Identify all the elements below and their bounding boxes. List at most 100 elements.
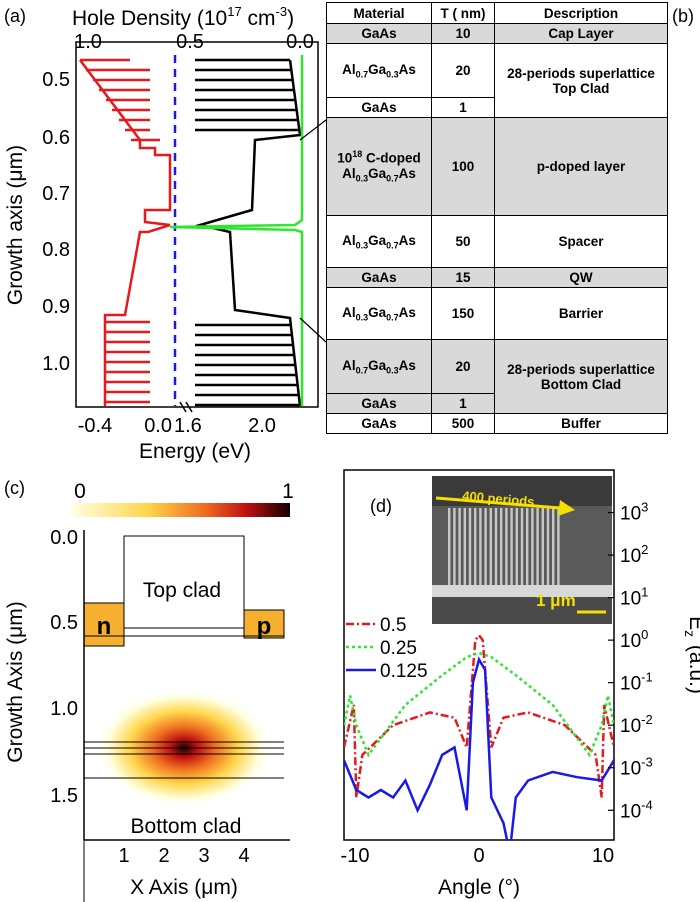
panel-d-xtick: 0	[473, 845, 484, 867]
sem-stripe	[464, 508, 466, 586]
top-clad-label: Top clad	[143, 579, 221, 602]
valence-band-lines	[80, 60, 170, 406]
sem-stripe	[469, 508, 471, 586]
panel-c-y-ticks: 0.0 0.5 1.0 1.5	[50, 527, 78, 807]
scale-bar-label: 1 μm	[536, 591, 576, 610]
sem-stripe	[552, 508, 554, 586]
panel-a-top-axis-label: Hole Density (1017 cm-3)	[72, 4, 294, 30]
panel-a-ytick: 1.0	[42, 353, 70, 375]
panel-c-ytick: 1.5	[50, 785, 78, 807]
panel-d-ytick: 10-1	[620, 670, 653, 695]
panel-d-xtick: 10	[592, 845, 614, 867]
panel-c-y-label: Growth Axis (μm)	[4, 601, 27, 762]
cell-thickness: 10	[432, 24, 495, 44]
colorbar-max-label: 1	[282, 480, 294, 503]
panel-c-ytick: 0.0	[50, 527, 78, 549]
legend-label: 0.25	[380, 638, 417, 659]
sem-stripe	[500, 508, 502, 586]
sem-stripe	[495, 508, 497, 586]
cell-thickness: 500	[432, 414, 495, 434]
panel-a-ytick: 0.7	[42, 183, 70, 205]
panel-d-ytick: 100	[620, 627, 648, 652]
panel-label-c: (c)	[4, 478, 25, 498]
sem-stripe	[557, 508, 559, 586]
panel-d-x-ticks: -10 0 10	[341, 845, 615, 867]
cell-description: Cap Layer	[495, 24, 668, 44]
cell-description: Barrier	[495, 288, 668, 340]
cell-thickness: 15	[432, 268, 495, 288]
connector-line	[300, 318, 326, 342]
panel-c-xtick: 1	[118, 845, 129, 867]
table-row: Al0.7Ga0.3As 20 28-periods superlattice …	[327, 44, 668, 98]
panel-d-ytick: 10-3	[620, 755, 653, 780]
panel-c-ytick: 0.5	[50, 612, 78, 634]
panel-c-ytick: 1.0	[50, 698, 78, 720]
sem-stripe	[521, 508, 523, 586]
panel-label-a: (a)	[4, 6, 26, 26]
header-description: Description	[495, 3, 668, 24]
colorbar-min-label: 0	[74, 480, 86, 503]
cell-material: 1018 C-dopedAl0.3Ga0.7As	[327, 118, 432, 216]
cell-thickness: 1	[432, 98, 495, 118]
panel-label-b: (b)	[672, 6, 694, 26]
sem-stripe	[516, 508, 518, 586]
cell-description: 28-periods superlattice Bottom Clad	[495, 340, 668, 414]
panel-a-x-label: Energy (eV)	[139, 440, 251, 463]
panel-a-xtick: 0.0	[144, 415, 172, 437]
panel-a-y-label: Growth axis (μm)	[4, 145, 27, 305]
panel-a-ytick: 0.6	[42, 127, 70, 149]
sem-stripe	[453, 508, 455, 586]
panel-d-ytick: 10-2	[620, 712, 653, 737]
panel-a-ytick: 0.5	[42, 69, 70, 91]
table-row: 1018 C-dopedAl0.3Ga0.7As 100 p-doped lay…	[327, 118, 668, 216]
panel-d-x-label: Angle (°)	[438, 876, 520, 899]
cell-material: Al0.7Ga0.3As	[327, 340, 432, 394]
sem-stripe	[474, 508, 476, 586]
cell-material: GaAs	[327, 268, 432, 288]
table-row: GaAs 15 QW	[327, 268, 668, 288]
table-row: GaAs 500 Buffer	[327, 414, 668, 434]
sem-bright-layer	[432, 585, 612, 597]
table-row: Al0.3Ga0.7As 150 Barrier	[327, 288, 668, 340]
cell-material: Al0.3Ga0.7As	[327, 216, 432, 268]
cell-description: QW	[495, 268, 668, 288]
cell-description: p-doped layer	[495, 118, 668, 216]
panel-d-ytick: 10-4	[620, 797, 653, 822]
panel-a-ytick: 0.8	[42, 239, 70, 261]
header-material: Material	[327, 3, 432, 24]
cell-material: GaAs	[327, 24, 432, 44]
sem-stripe	[458, 508, 460, 586]
hole-density-curve	[170, 55, 302, 406]
bottom-clad-label: Bottom clad	[131, 815, 242, 838]
legend-label: 0.5	[380, 615, 406, 636]
panel-d-xtick: -10	[341, 845, 370, 867]
cell-description: Spacer	[495, 216, 668, 268]
sem-stripe	[479, 508, 481, 586]
panel-a-plot	[80, 55, 302, 406]
sem-stripe	[531, 508, 533, 586]
sem-stripe	[526, 508, 528, 586]
panel-a-xtick: 1.6	[174, 415, 202, 437]
panel-c-x-ticks: 1 2 3 4	[118, 845, 249, 867]
connector-line	[300, 120, 326, 140]
legend-label: 0.125	[380, 661, 428, 682]
cell-thickness: 100	[432, 118, 495, 216]
cell-thickness: 150	[432, 288, 495, 340]
sem-stripe	[542, 508, 544, 586]
header-thickness: T ( nm)	[432, 3, 495, 24]
sem-stripe	[510, 508, 512, 586]
cell-thickness: 20	[432, 44, 495, 98]
cell-material: GaAs	[327, 98, 432, 118]
panel-c-xtick: 3	[198, 845, 209, 867]
colorbar	[72, 503, 290, 517]
sem-stripe	[547, 508, 549, 586]
sem-stripe	[448, 508, 450, 586]
cell-material: GaAs	[327, 414, 432, 434]
cell-material: Al0.7Ga0.3As	[327, 44, 432, 98]
panel-d-ytick: 101	[620, 585, 648, 610]
cell-material: Al0.3Ga0.7As	[327, 288, 432, 340]
table-row: GaAs 10 Cap Layer	[327, 24, 668, 44]
panel-c-structure: Top clad n p Bottom clad	[84, 536, 284, 902]
panel-d-ytick: 102	[620, 542, 648, 567]
sem-inset-image: 400 periods 1 μm	[432, 476, 612, 624]
